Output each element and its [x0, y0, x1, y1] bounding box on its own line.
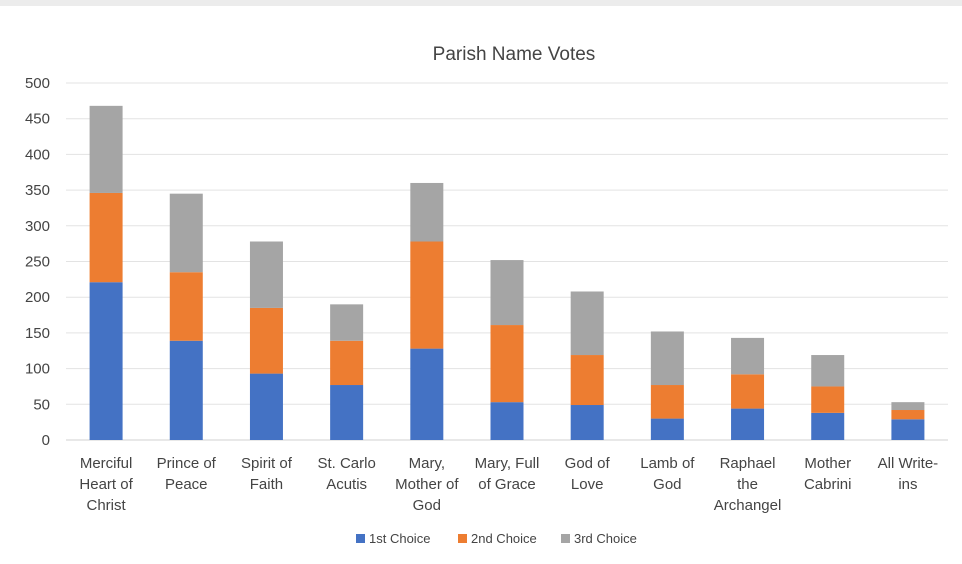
x-tick-label-line: the: [737, 476, 758, 493]
x-tick-label-line: Merciful: [80, 455, 133, 472]
bar-segment: [811, 386, 845, 413]
y-tick-label: 50: [33, 396, 50, 413]
legend-label: 3rd Choice: [574, 531, 637, 546]
x-tick-label: St. Carlo Acutis: [317, 455, 375, 493]
legend-label: 2nd Choice: [471, 531, 537, 546]
x-tick-label-line: God: [413, 497, 441, 514]
x-tick-label-line: of Grace: [478, 476, 536, 493]
bar-segment: [169, 193, 203, 273]
bar-segment: [650, 385, 684, 419]
bar-segment: [490, 402, 524, 440]
legend: 1st Choice 2nd Choice 3rd Choice: [356, 531, 637, 546]
bar-segment: [410, 241, 444, 349]
bars: [89, 105, 925, 440]
bar-segment: [330, 304, 364, 341]
y-tick-label: 250: [25, 254, 50, 271]
y-axis-tick-labels: 0 50 100 150 200 250 300 350 400 450 500: [25, 75, 50, 449]
y-tick-label: 300: [25, 218, 50, 235]
legend-label: 1st Choice: [369, 531, 430, 546]
legend-swatch: [458, 534, 467, 543]
bar-segment: [731, 374, 765, 409]
y-tick-label: 100: [25, 361, 50, 378]
bar-segment: [89, 282, 123, 440]
x-tick-label-line: Peace: [165, 476, 208, 493]
x-tick-label: Mary, Mother of God: [395, 455, 459, 514]
legend-swatch: [561, 534, 570, 543]
x-tick-label: All Write-ins: [878, 455, 939, 493]
y-tick-label: 350: [25, 182, 50, 199]
y-tick-label: 150: [25, 325, 50, 342]
x-tick-label-line: God: [653, 476, 681, 493]
bar-segment: [249, 373, 283, 440]
x-tick-label-line: Cabrini: [804, 476, 852, 493]
bar-segment: [249, 241, 283, 308]
bar-segment: [169, 272, 203, 341]
y-tick-label: 500: [25, 75, 50, 92]
x-tick-label-line: Mother: [804, 455, 851, 472]
x-tick-label: Merciful Heart of Christ: [79, 455, 133, 514]
x-tick-label: Mother Cabrini: [804, 455, 852, 493]
y-tick-label: 200: [25, 289, 50, 306]
x-tick-label-line: Faith: [250, 476, 283, 493]
bar-segment: [410, 348, 444, 440]
y-tick-label: 450: [25, 111, 50, 128]
bar-segment: [811, 412, 845, 440]
bar-segment: [570, 405, 604, 440]
x-tick-label-line: Spirit of: [241, 455, 293, 472]
chart-title: Parish Name Votes: [433, 44, 596, 65]
x-tick-label-line: Mary, Full: [475, 455, 540, 472]
x-tick-label-line: ins: [898, 476, 917, 493]
x-tick-label-line: Acutis: [326, 476, 367, 493]
y-tick-label: 0: [42, 432, 50, 449]
x-tick-label: Raphael the Archangel: [714, 455, 782, 514]
bar-segment: [811, 355, 845, 387]
bar-segment: [89, 192, 123, 283]
x-tick-label-line: St. Carlo: [317, 455, 375, 472]
bar-segment: [330, 385, 364, 440]
x-tick-label-line: Archangel: [714, 497, 782, 514]
x-tick-label-line: Love: [571, 476, 604, 493]
bar-segment: [891, 402, 925, 411]
x-tick-label-line: God of: [565, 455, 611, 472]
x-tick-label: Prince of Peace: [157, 455, 217, 493]
bar-segment: [891, 419, 925, 440]
x-tick-label: God of Love: [565, 455, 611, 493]
bar-segment: [410, 182, 444, 242]
bar-segment: [650, 331, 684, 386]
x-tick-label: Mary, Full of Grace: [475, 455, 540, 493]
bar-segment: [570, 355, 604, 406]
bar-segment: [330, 340, 364, 386]
legend-swatch: [356, 534, 365, 543]
bar-segment: [169, 340, 203, 440]
x-tick-label-line: Christ: [87, 497, 127, 514]
x-tick-label: Lamb of God: [640, 455, 695, 493]
bar-segment: [650, 418, 684, 440]
bar-segment: [731, 408, 765, 440]
x-tick-label-line: All Write-: [878, 455, 939, 472]
y-tick-label: 400: [25, 146, 50, 163]
bar-segment: [249, 307, 283, 374]
bar-segment: [89, 105, 123, 193]
x-tick-label: Spirit of Faith: [241, 455, 293, 493]
x-tick-label-line: Lamb of: [640, 455, 695, 472]
stacked-bar-chart: Parish Name Votes 0 50 100 150 200 250 300 350 4…: [25, 44, 948, 546]
bar-segment: [891, 410, 925, 420]
x-axis-tick-labels: Merciful Heart of Christ Prince of Peace Spir…: [79, 455, 938, 514]
bar-segment: [570, 291, 604, 356]
bar-segment: [490, 325, 524, 403]
x-tick-label-line: Raphael: [720, 455, 776, 472]
x-tick-label-line: Mother of: [395, 476, 459, 493]
bar-segment: [731, 337, 765, 375]
x-tick-label-line: Prince of: [157, 455, 217, 472]
x-tick-label-line: Mary,: [409, 455, 445, 472]
x-tick-label-line: Heart of: [79, 476, 133, 493]
bar-segment: [490, 260, 524, 326]
